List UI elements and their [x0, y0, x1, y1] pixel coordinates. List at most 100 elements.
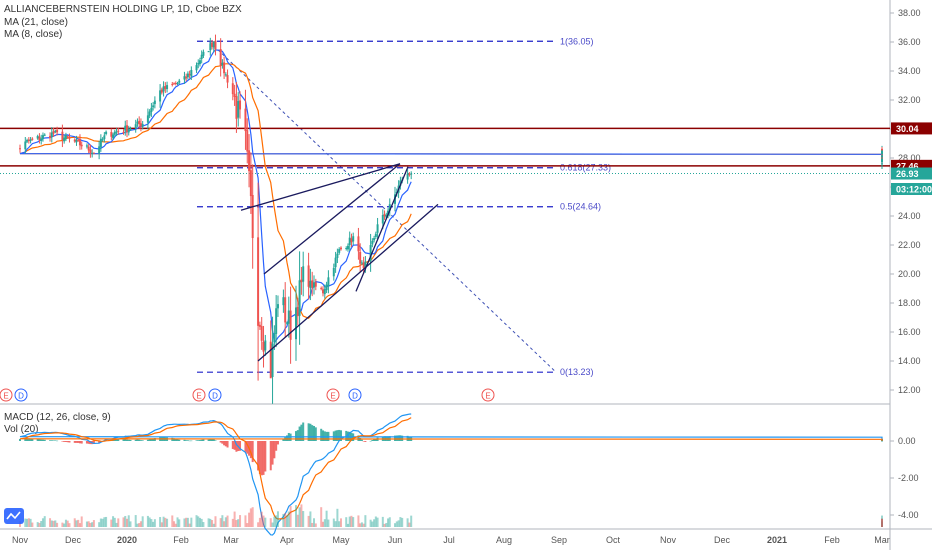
volume-bar	[115, 522, 118, 527]
x-tick-label: Mar	[223, 535, 239, 545]
price-axis-label-bg	[891, 122, 932, 135]
candle-body	[313, 282, 315, 288]
candle-body	[164, 86, 167, 90]
macd-histogram-bar	[77, 441, 80, 443]
macd-histogram-bar	[207, 439, 210, 441]
candle-body	[185, 76, 188, 79]
candle-body	[257, 237, 260, 326]
candle	[129, 126, 132, 131]
candle-body	[373, 238, 376, 241]
candle-body	[78, 138, 81, 146]
candle-body	[171, 84, 174, 86]
volume-bar	[24, 518, 27, 527]
macd-histogram-bar	[221, 441, 224, 444]
candle-body	[348, 237, 351, 246]
event-marker-circle	[208, 388, 222, 402]
candle-body	[289, 310, 292, 340]
candle	[164, 82, 167, 94]
volume-bar	[78, 523, 81, 527]
candle	[276, 295, 279, 317]
macd-histogram-bar	[226, 441, 229, 448]
candle-body	[174, 83, 177, 85]
candle-body	[117, 130, 120, 132]
candle-body	[881, 148, 883, 150]
macd-histogram-bar	[244, 441, 247, 452]
candle-body	[178, 80, 181, 83]
candle	[223, 56, 226, 79]
x-tick-label: Jun	[388, 535, 403, 545]
volume-bar	[77, 519, 80, 527]
y-tick-label: 36.00	[898, 37, 921, 47]
macd-histogram-bar	[31, 438, 34, 441]
candle	[98, 140, 101, 160]
volume-bar	[231, 518, 234, 527]
candle	[49, 132, 52, 142]
event-marker-circle	[481, 388, 495, 402]
volume-bar	[195, 515, 198, 527]
x-tick-label: Aug	[496, 535, 512, 545]
candle-body	[110, 132, 113, 137]
macd-histogram-bar	[98, 441, 101, 444]
candle	[340, 246, 342, 251]
volume-bar	[64, 519, 67, 527]
y-tick-label: 20.00	[898, 269, 921, 279]
candle	[257, 182, 260, 381]
volume-bar	[269, 518, 272, 527]
volume-bar	[183, 518, 186, 527]
candle-body	[383, 214, 386, 217]
volume-bar	[87, 521, 90, 527]
macd-histogram-bar	[117, 439, 120, 441]
candle	[314, 278, 317, 291]
macd-y-tick-label: -2.00	[898, 473, 919, 483]
x-tick-label: Nov	[12, 535, 29, 545]
volume-bar	[150, 519, 153, 527]
candle	[313, 275, 315, 295]
candle-body	[112, 134, 115, 139]
price-axis-label-text: 03:12:00	[896, 185, 932, 195]
candle-body	[101, 139, 104, 141]
volume-bar	[101, 518, 104, 527]
ma21-legend: MA (21, close)	[4, 17, 68, 28]
macd-histogram-bar	[195, 440, 198, 441]
volume-bar	[881, 518, 883, 527]
candle-body	[99, 138, 102, 148]
volume-bar	[273, 516, 276, 527]
volume-bar	[406, 518, 409, 527]
candle	[275, 295, 278, 348]
candle	[75, 135, 78, 146]
candle	[248, 134, 251, 188]
candle	[221, 59, 224, 69]
candle	[188, 70, 191, 79]
macd-histogram-bar	[174, 438, 177, 441]
candle-body	[276, 304, 279, 309]
candle-body	[374, 233, 377, 237]
candle-body	[80, 144, 83, 147]
volume-bar	[211, 520, 214, 527]
candle-body	[54, 130, 57, 133]
candle	[320, 286, 323, 291]
volume-bar	[139, 521, 142, 527]
volume-bar	[99, 518, 102, 527]
macd-histogram-bar	[397, 435, 400, 441]
trend-line	[240, 163, 401, 211]
volume-bar	[185, 517, 188, 527]
candle-body	[248, 150, 251, 172]
candle	[298, 251, 301, 345]
candle	[78, 134, 81, 150]
candle	[410, 171, 413, 180]
candle-body	[126, 125, 128, 132]
candle-body	[124, 125, 127, 131]
candle	[322, 286, 324, 297]
candle	[269, 320, 272, 379]
candle	[112, 132, 115, 141]
candle	[359, 243, 362, 273]
macd-histogram-bar	[340, 430, 342, 441]
candle	[373, 235, 376, 243]
volume-bar	[881, 521, 883, 527]
volume-bar	[248, 512, 251, 527]
macd-histogram-bar	[296, 430, 299, 441]
event-marker-text: E	[3, 392, 8, 401]
candle-body	[136, 121, 139, 124]
volume-bar	[221, 515, 224, 527]
